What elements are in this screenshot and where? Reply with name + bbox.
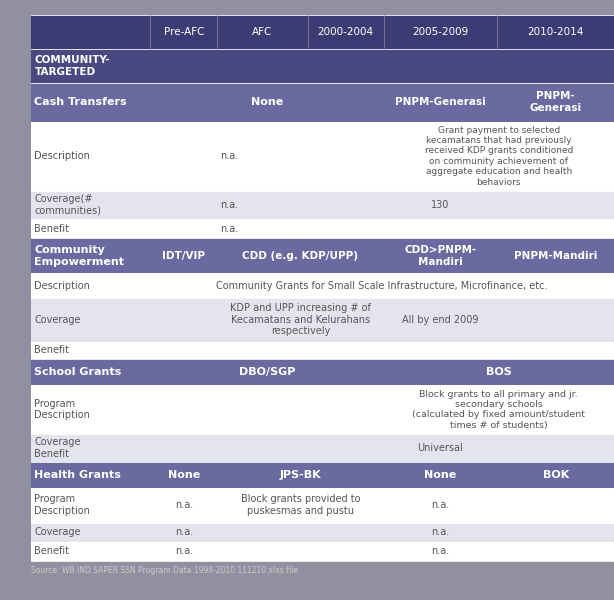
Bar	[31, 274, 614, 298]
Text: KDP and UPP increasing # of
Kecamatans and Kelurahans
respectively: KDP and UPP increasing # of Kecamatans a…	[230, 303, 371, 337]
Text: BOK: BOK	[543, 470, 569, 479]
Text: 2010-2014: 2010-2014	[527, 27, 584, 37]
Text: Health Grants: Health Grants	[34, 470, 121, 479]
Text: 130: 130	[431, 200, 449, 209]
Text: None: None	[168, 470, 200, 479]
Text: Benefit: Benefit	[34, 223, 69, 233]
Text: n.a.: n.a.	[432, 547, 449, 556]
Text: Program
Description: Program Description	[34, 399, 90, 421]
Bar	[31, 487, 614, 523]
Bar	[31, 359, 614, 385]
Text: Community
Empowerment: Community Empowerment	[34, 245, 125, 267]
Text: IDT/VIP: IDT/VIP	[162, 251, 205, 261]
Text: School Grants: School Grants	[34, 367, 122, 377]
Bar	[31, 218, 614, 238]
Text: CDD>PNPM-
Mandiri: CDD>PNPM- Mandiri	[405, 245, 476, 267]
Text: Block grants provided to
puskesmas and pustu: Block grants provided to puskesmas and p…	[241, 494, 360, 516]
Bar	[31, 385, 614, 434]
Text: COMMUNITY-
TARGETED: COMMUNITY- TARGETED	[34, 55, 110, 77]
Bar	[31, 434, 614, 462]
Text: Pre-AFC: Pre-AFC	[163, 27, 204, 37]
Text: Coverage: Coverage	[34, 527, 81, 537]
Text: Coverage: Coverage	[34, 315, 81, 325]
Text: n.a.: n.a.	[220, 151, 238, 161]
Text: Community Grants for Small Scale Infrastructure, Microfinance, etc.: Community Grants for Small Scale Infrast…	[216, 281, 548, 290]
Text: Benefit: Benefit	[34, 547, 69, 556]
Text: 2000-2004: 2000-2004	[317, 27, 374, 37]
Text: n.a.: n.a.	[220, 200, 238, 209]
Bar	[31, 542, 614, 561]
Text: Benefit: Benefit	[34, 346, 69, 355]
Bar	[31, 298, 614, 341]
Text: Program
Description: Program Description	[34, 494, 90, 516]
Text: DBO/SGP: DBO/SGP	[239, 367, 295, 377]
Bar	[31, 122, 614, 191]
Text: BOS: BOS	[486, 367, 511, 377]
Text: Coverage(#
communities): Coverage(# communities)	[34, 194, 101, 215]
Bar	[31, 191, 614, 218]
Text: Universal: Universal	[418, 443, 464, 453]
Text: Source: WB IND SAPER SSN Program Data 1998-2010 111210.xlxs file: Source: WB IND SAPER SSN Program Data 19…	[31, 566, 298, 575]
Text: AFC: AFC	[252, 27, 273, 37]
Text: None: None	[424, 470, 457, 479]
Bar	[31, 238, 614, 274]
Text: Description: Description	[34, 281, 90, 290]
Text: All by end 2009: All by end 2009	[402, 315, 479, 325]
Text: Cash Transfers: Cash Transfers	[34, 97, 127, 107]
Text: PNPM-Mandiri: PNPM-Mandiri	[514, 251, 597, 261]
Text: JPS-BK: JPS-BK	[279, 470, 321, 479]
Text: Block grants to all primary and jr.
secondary schools
(calculated by fixed amoun: Block grants to all primary and jr. seco…	[412, 389, 585, 430]
Bar	[31, 15, 614, 49]
Text: n.a.: n.a.	[175, 547, 193, 556]
Text: PNPM-
Generasi: PNPM- Generasi	[530, 91, 581, 113]
Text: None: None	[251, 97, 283, 107]
Text: 2005-2009: 2005-2009	[413, 27, 468, 37]
Bar	[31, 523, 614, 542]
Text: n.a.: n.a.	[432, 500, 449, 510]
Text: n.a.: n.a.	[175, 500, 193, 510]
Bar	[31, 462, 614, 487]
Bar	[31, 49, 614, 83]
Text: CDD (e.g. KDP/UPP): CDD (e.g. KDP/UPP)	[243, 251, 359, 261]
Bar	[31, 341, 614, 359]
Bar	[31, 83, 614, 122]
Text: PNPM-Generasi: PNPM-Generasi	[395, 97, 486, 107]
Text: Grant payment to selected
kecamatans that had previously
received KDP grants con: Grant payment to selected kecamatans tha…	[425, 125, 573, 187]
Text: Coverage
Benefit: Coverage Benefit	[34, 437, 81, 459]
Text: Description: Description	[34, 151, 90, 161]
Text: n.a.: n.a.	[432, 527, 449, 537]
Text: n.a.: n.a.	[175, 527, 193, 537]
Text: n.a.: n.a.	[220, 223, 238, 233]
